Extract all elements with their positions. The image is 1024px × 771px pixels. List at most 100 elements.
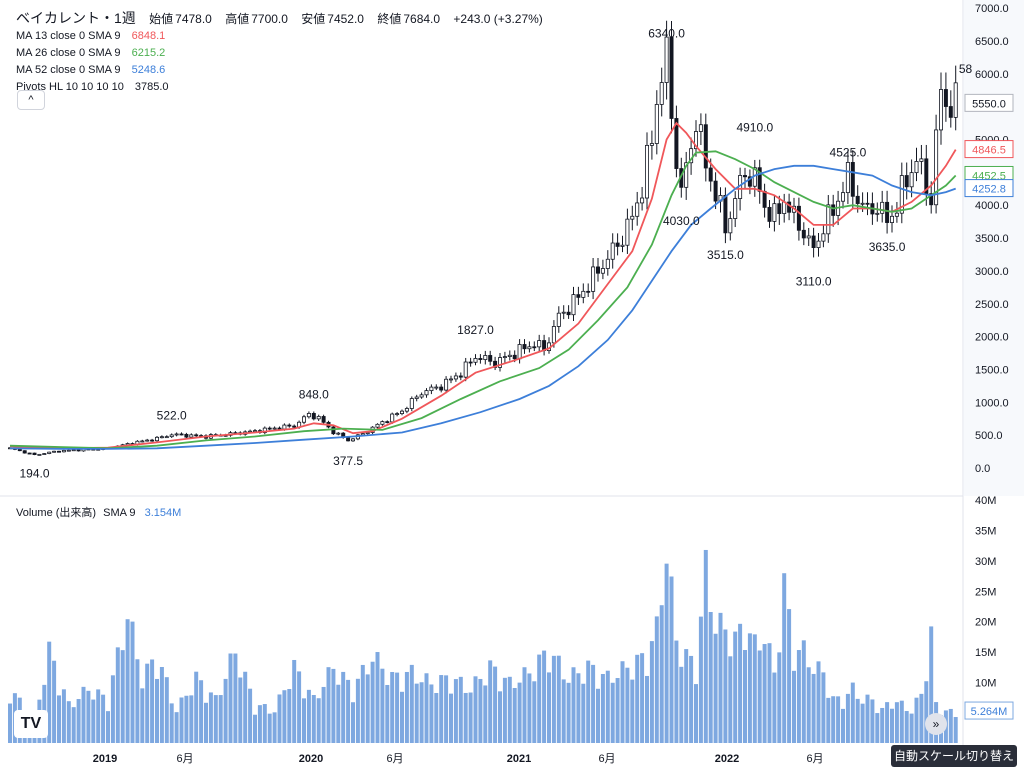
volume-bar <box>517 682 522 743</box>
candle-down <box>488 355 493 362</box>
volume-bar <box>262 704 267 743</box>
symbol-title[interactable]: ベイカレント・1週 <box>16 10 136 26</box>
legend-ma13[interactable]: MA 13 close 0 SMA 9 6848.1 <box>16 28 553 45</box>
candle-down <box>22 450 27 454</box>
volume-bar <box>537 654 542 743</box>
tradingview-logo-icon[interactable]: TV <box>14 710 48 738</box>
volume-bar <box>57 695 61 743</box>
volume-bar <box>880 707 885 743</box>
candle-up <box>630 215 635 220</box>
candle-up <box>816 240 821 249</box>
candle-up <box>252 430 257 433</box>
volume-bar <box>782 573 787 743</box>
volume-bar <box>865 694 870 743</box>
volume-bar <box>365 674 370 743</box>
volume-bar <box>248 688 253 743</box>
candle-down <box>615 242 620 247</box>
volume-bar <box>282 690 287 743</box>
candle-up <box>429 386 434 392</box>
price-tick-label: 6500.0 <box>975 36 1009 48</box>
volume-bar <box>664 563 669 743</box>
candle-up <box>360 433 365 436</box>
time-tick-label: 2022 <box>715 753 739 765</box>
price-label-value: 5550.0 <box>972 98 1006 110</box>
volume-bar <box>674 640 679 743</box>
volume-bar <box>199 680 204 743</box>
candle-up <box>649 143 654 146</box>
volume-bar <box>698 616 703 743</box>
ma13-value: 6848.1 <box>131 30 166 42</box>
candle-down <box>743 175 748 178</box>
volume-bar <box>826 697 831 743</box>
volume-tick-label: 15M <box>975 647 996 659</box>
volume-bar <box>493 666 498 743</box>
candle-down <box>703 124 708 169</box>
candle-down <box>458 375 463 378</box>
volume-bar <box>561 679 566 743</box>
time-tick-label: 6月 <box>806 753 823 765</box>
volume-bar <box>743 650 747 743</box>
collapse-legend-button[interactable]: ^ <box>17 90 45 110</box>
volume-bar <box>919 693 924 743</box>
volume-bar <box>875 713 880 743</box>
volume-bar <box>836 696 841 743</box>
volume-bar <box>458 676 463 743</box>
volume-bar <box>542 650 547 743</box>
candle-down <box>277 427 282 430</box>
volume-bar <box>91 699 96 743</box>
price-label-box <box>964 179 1014 198</box>
price-axis-shade <box>963 0 1024 496</box>
candle-up <box>659 82 664 105</box>
volume-bar <box>649 641 654 743</box>
candle-down <box>27 452 32 455</box>
scroll-to-realtime-button[interactable]: » <box>925 713 947 735</box>
legend-ma26[interactable]: MA 26 close 0 SMA 9 6215.2 <box>16 45 553 62</box>
candle-down <box>184 433 189 438</box>
candle-down <box>512 354 517 360</box>
candle-up <box>782 201 787 214</box>
candle-up <box>453 375 458 380</box>
volume-bar <box>689 655 694 743</box>
ma52-label: MA 52 close 0 SMA 9 <box>16 64 121 76</box>
candle-down <box>346 437 351 442</box>
volume-bar <box>159 667 164 743</box>
candle-down <box>904 175 909 188</box>
candle-down <box>385 421 390 424</box>
price-tick-label: 7000.0 <box>975 3 1009 15</box>
candle-up <box>728 218 733 234</box>
legend-pivots[interactable]: Pivots HL 10 10 10 10 3785.0 <box>16 79 553 96</box>
volume-bar <box>610 682 615 743</box>
candle-down <box>439 386 444 391</box>
price-tick-label: 500.0 <box>975 430 1003 442</box>
volume-tick-label: 40M <box>975 495 996 507</box>
open-key: 始値 <box>149 12 174 26</box>
candle-up <box>806 235 811 239</box>
volume-bar <box>71 707 76 743</box>
volume-bar <box>850 682 855 743</box>
ma-line-ma13 <box>9 121 957 450</box>
volume-bar <box>645 675 649 743</box>
low-key: 安値 <box>301 12 326 26</box>
volume-bar <box>326 667 331 743</box>
candle-down <box>32 452 37 456</box>
volume-bar <box>267 713 272 743</box>
volume-bar <box>581 683 586 743</box>
candle-up <box>497 357 502 368</box>
volume-bar <box>439 675 444 743</box>
volume-bar <box>115 647 120 743</box>
volume-bar <box>179 697 184 743</box>
volume-bar <box>890 708 894 743</box>
legend-ma52[interactable]: MA 52 close 0 SMA 9 5248.6 <box>16 62 553 79</box>
volume-bar <box>86 690 91 743</box>
volume-bar <box>463 692 468 743</box>
volume-bar <box>155 678 159 743</box>
candle-up <box>581 290 586 298</box>
volume-bar <box>218 695 223 743</box>
candle-up <box>262 427 267 433</box>
volume-bar <box>816 661 821 743</box>
volume-bar <box>845 693 850 743</box>
volume-bar <box>571 667 576 743</box>
high-key: 高値 <box>225 12 250 26</box>
volume-legend[interactable]: Volume (出来高) SMA 9 3.154M <box>16 504 181 520</box>
